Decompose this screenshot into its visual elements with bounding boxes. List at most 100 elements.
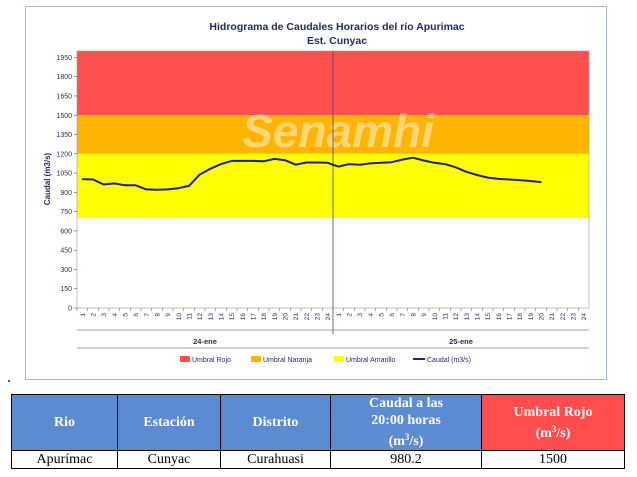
data-point: [103, 183, 105, 186]
x-tick-label: 16: [496, 313, 503, 321]
y-tick-label: 1950: [56, 55, 72, 62]
x-tick-label: 5: [379, 313, 386, 317]
x-tick-label: 17: [251, 313, 258, 321]
x-tick-label: 16: [240, 313, 247, 321]
y-tick-label: 1350: [56, 132, 72, 139]
x-tick-label: 8: [155, 313, 162, 317]
x-tick-label: 3: [357, 313, 364, 317]
x-tick-label: 13: [208, 313, 215, 321]
series-line-caudal: [82, 156, 542, 191]
data-point: [327, 162, 329, 164]
x-tick-label: 23: [315, 313, 322, 321]
data-point: [295, 164, 297, 166]
data-point: [305, 161, 307, 164]
data-point: [273, 158, 275, 160]
data-point: [380, 162, 382, 164]
y-tick-label: 1200: [56, 151, 72, 158]
data-point: [199, 174, 201, 176]
x-tick-label: 7: [400, 313, 407, 317]
header-caudal: Caudal a las 20:00 horas (m3/s): [330, 394, 482, 451]
x-tick-label: 7: [144, 313, 151, 317]
data-point: [412, 157, 414, 159]
data-point: [465, 171, 467, 173]
x-tick-label: 20: [539, 313, 546, 321]
data-point: [113, 182, 115, 184]
data-point: [497, 178, 499, 180]
data-point: [455, 166, 457, 168]
chart-frame: Hidrograma de Caudales Horarios del río …: [25, 6, 607, 380]
x-tick-label: 8: [411, 313, 418, 317]
y-axis-label: Caudal (m3/s): [43, 152, 52, 205]
data-point: [359, 164, 361, 166]
x-tick-label: 18: [261, 313, 268, 321]
x-tick-label: 12: [453, 313, 460, 321]
x-tick-label: 18: [517, 313, 524, 321]
data-point: [188, 185, 190, 187]
data-point: [135, 184, 137, 186]
y-tick-label: 1050: [56, 171, 72, 178]
x-tick-label: 4: [112, 313, 119, 317]
table-header-row: Rio Estación Distrito Caudal a las 20:00…: [11, 394, 625, 451]
y-tick-label: 450: [60, 248, 72, 255]
data-point: [177, 187, 179, 189]
cell-estacion: Cunyac: [117, 450, 221, 469]
header-umbral-rojo: Umbral Rojo (m3/s): [481, 394, 625, 451]
legend-label: Caudal (m3/s): [427, 357, 471, 364]
cell-distrito: Curahuasi: [220, 450, 331, 469]
legend-swatch: [334, 356, 344, 362]
corner-dot: [8, 380, 10, 382]
day-label: 24-ene: [193, 337, 217, 346]
y-tick-label: 750: [60, 209, 72, 216]
y-tick-label: 0: [68, 306, 72, 313]
data-point: [284, 159, 286, 161]
header-distrito: Distrito: [220, 394, 331, 451]
header-estacion: Estación: [117, 394, 221, 451]
data-point: [369, 162, 371, 165]
legend-label: Umbral Naranja: [263, 357, 312, 364]
y-tick-label: 600: [60, 228, 72, 235]
data-point: [81, 178, 83, 180]
y-tick-label: 150: [60, 286, 72, 293]
x-tick-label: 24: [581, 313, 588, 321]
x-tick-label: 12: [197, 313, 204, 321]
day-label: 25-ene: [449, 337, 473, 346]
data-point: [241, 160, 243, 162]
legend-label: Umbral Amarillo: [346, 357, 396, 364]
chart-subtitle: Est. Cunyac: [307, 35, 367, 47]
x-tick-label: 19: [272, 313, 279, 321]
x-tick-label: 2: [347, 313, 354, 317]
x-tick-label: 14: [219, 313, 226, 321]
data-point: [156, 189, 158, 191]
legend-label: Umbral Rojo: [192, 357, 231, 364]
legend-swatch: [251, 356, 261, 362]
x-tick-label: 9: [165, 313, 172, 317]
data-point: [508, 178, 510, 181]
x-tick-label: 24: [325, 313, 332, 321]
x-tick-label: 15: [229, 313, 236, 321]
x-tick-label: 10: [176, 313, 183, 321]
cell-umbral-rojo: 1500: [481, 450, 625, 469]
data-point: [316, 161, 318, 164]
cell-caudal: 980.2: [330, 450, 482, 469]
y-tick-label: 900: [60, 190, 72, 197]
x-tick-label: 14: [475, 313, 482, 321]
data-point: [348, 163, 350, 165]
x-tick-label: 21: [549, 313, 556, 321]
x-tick-label: 10: [432, 313, 439, 321]
x-tick-label: 21: [293, 313, 300, 321]
y-tick-label: 300: [60, 267, 72, 274]
x-tick-label: 15: [485, 313, 492, 321]
data-point: [519, 179, 521, 181]
x-tick-label: 11: [187, 313, 194, 320]
summary-table: Rio Estación Distrito Caudal a las 20:00…: [11, 394, 625, 469]
x-tick-label: 5: [123, 313, 130, 317]
x-tick-label: 19: [528, 313, 535, 321]
x-tick-label: 17: [507, 313, 514, 321]
x-tick-label: 2: [91, 313, 98, 317]
y-tick-label: 1800: [56, 74, 72, 81]
legend-swatch: [180, 356, 190, 362]
x-tick-label: 20: [283, 313, 290, 321]
y-tick-label: 1500: [56, 113, 72, 120]
data-point: [209, 168, 211, 170]
x-tick-label: 22: [304, 313, 311, 321]
